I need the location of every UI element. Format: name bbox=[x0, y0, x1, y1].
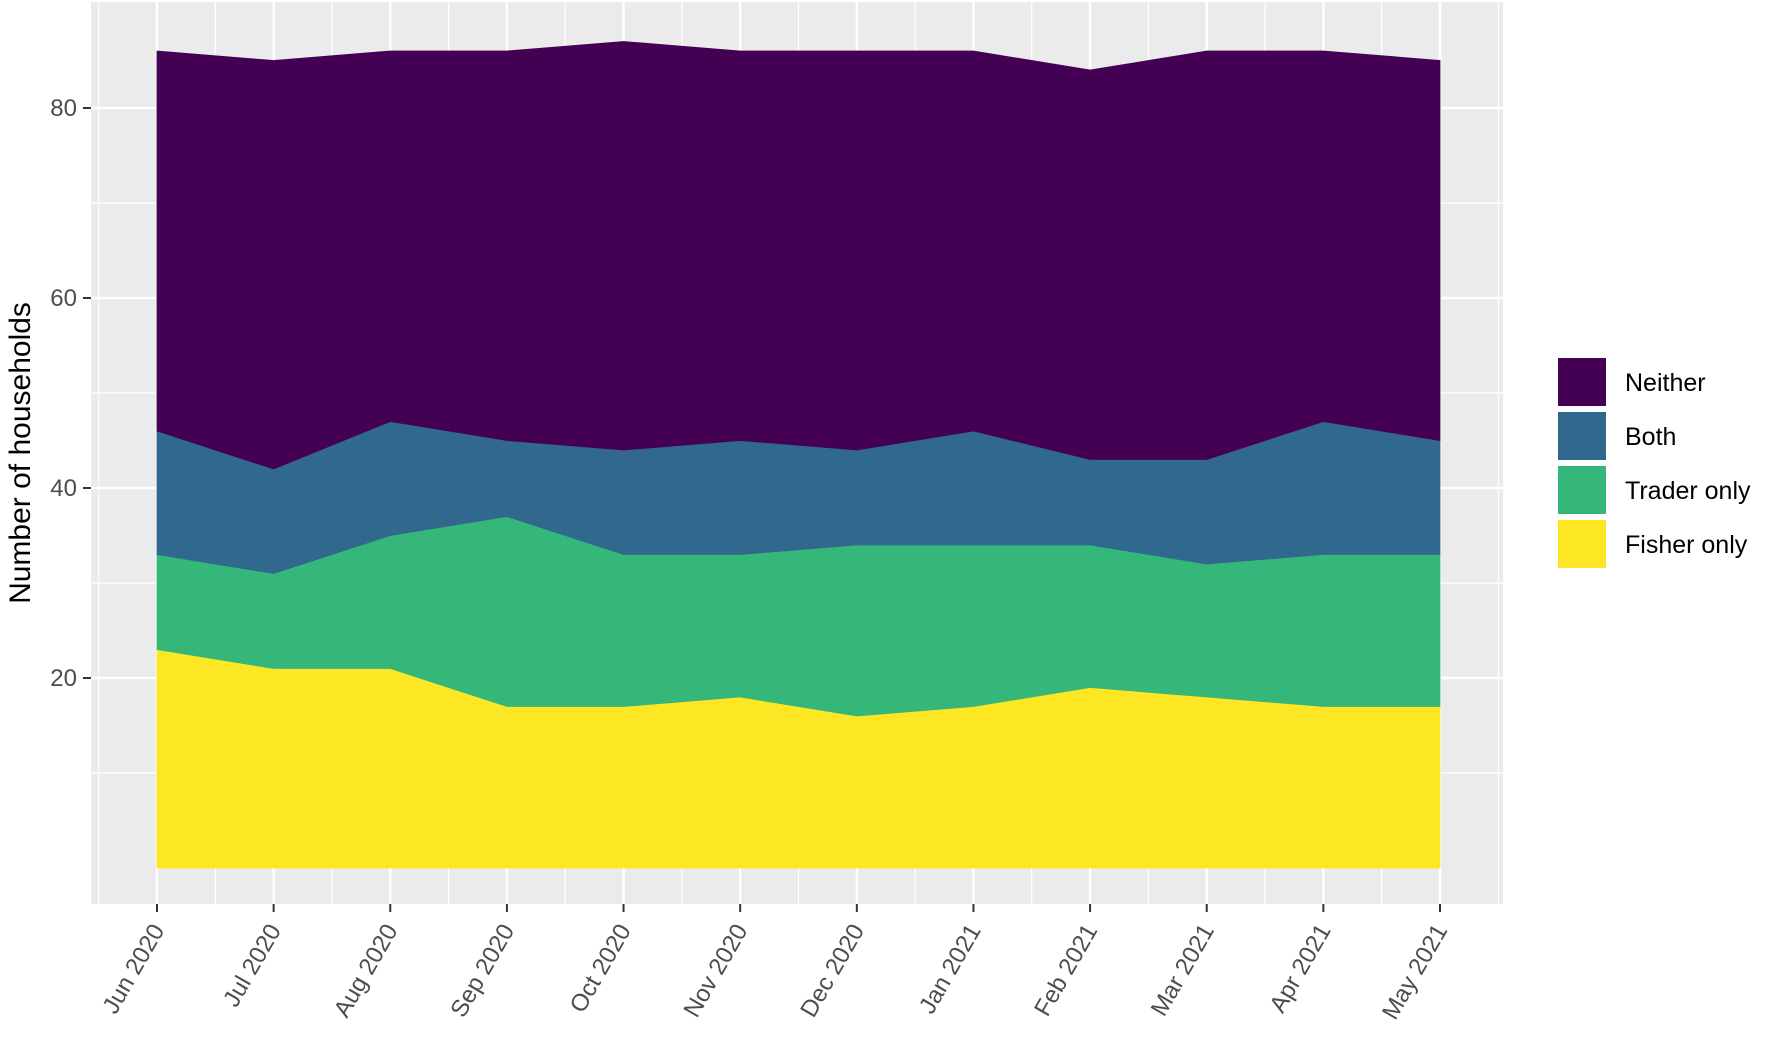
legend-label-both: Both bbox=[1625, 423, 1676, 451]
legend-label-neither: Neither bbox=[1625, 369, 1706, 397]
y-axis-title: Number of households bbox=[4, 302, 37, 604]
stacked-areas bbox=[156, 41, 1441, 869]
y-tick-label: 60 bbox=[50, 285, 77, 312]
legend-key-trader-only bbox=[1556, 464, 1608, 516]
y-tick-label: 80 bbox=[50, 95, 77, 122]
x-tick-label: Jun 2020 bbox=[97, 920, 170, 1019]
legend-label-fisher-only: Fisher only bbox=[1625, 531, 1748, 559]
x-axis: Jun 2020 Jul 2020 Aug 2020 Sep 2020 Oct 2020… bbox=[97, 904, 1453, 1024]
x-tick-label: Jan 2021 bbox=[914, 920, 987, 1019]
x-tick-label: Nov 2020 bbox=[679, 920, 754, 1022]
legend-label-trader-only: Trader only bbox=[1625, 477, 1751, 505]
legend-key-neither bbox=[1556, 356, 1608, 408]
x-tick-label: Mar 2021 bbox=[1146, 920, 1220, 1021]
x-tick-label: Aug 2020 bbox=[329, 920, 404, 1022]
y-axis: 20 40 60 80 bbox=[50, 95, 91, 692]
x-tick-label: Apr 2021 bbox=[1264, 920, 1336, 1018]
x-tick-label: Feb 2021 bbox=[1029, 920, 1103, 1021]
y-tick-label: 20 bbox=[50, 665, 77, 692]
legend-key-both bbox=[1556, 410, 1608, 462]
x-tick-label: Jul 2020 bbox=[218, 920, 287, 1012]
area-neither bbox=[156, 41, 1441, 470]
y-tick-label: 40 bbox=[50, 475, 77, 502]
legend-key-fisher-only bbox=[1556, 518, 1608, 570]
legend: Neither Both Trader only Fisher only bbox=[1556, 356, 1751, 570]
x-tick-label: May 2021 bbox=[1377, 920, 1453, 1025]
x-tick-label: Dec 2020 bbox=[795, 920, 870, 1022]
x-tick-label: Oct 2020 bbox=[565, 920, 637, 1018]
x-tick-label: Sep 2020 bbox=[445, 920, 520, 1022]
